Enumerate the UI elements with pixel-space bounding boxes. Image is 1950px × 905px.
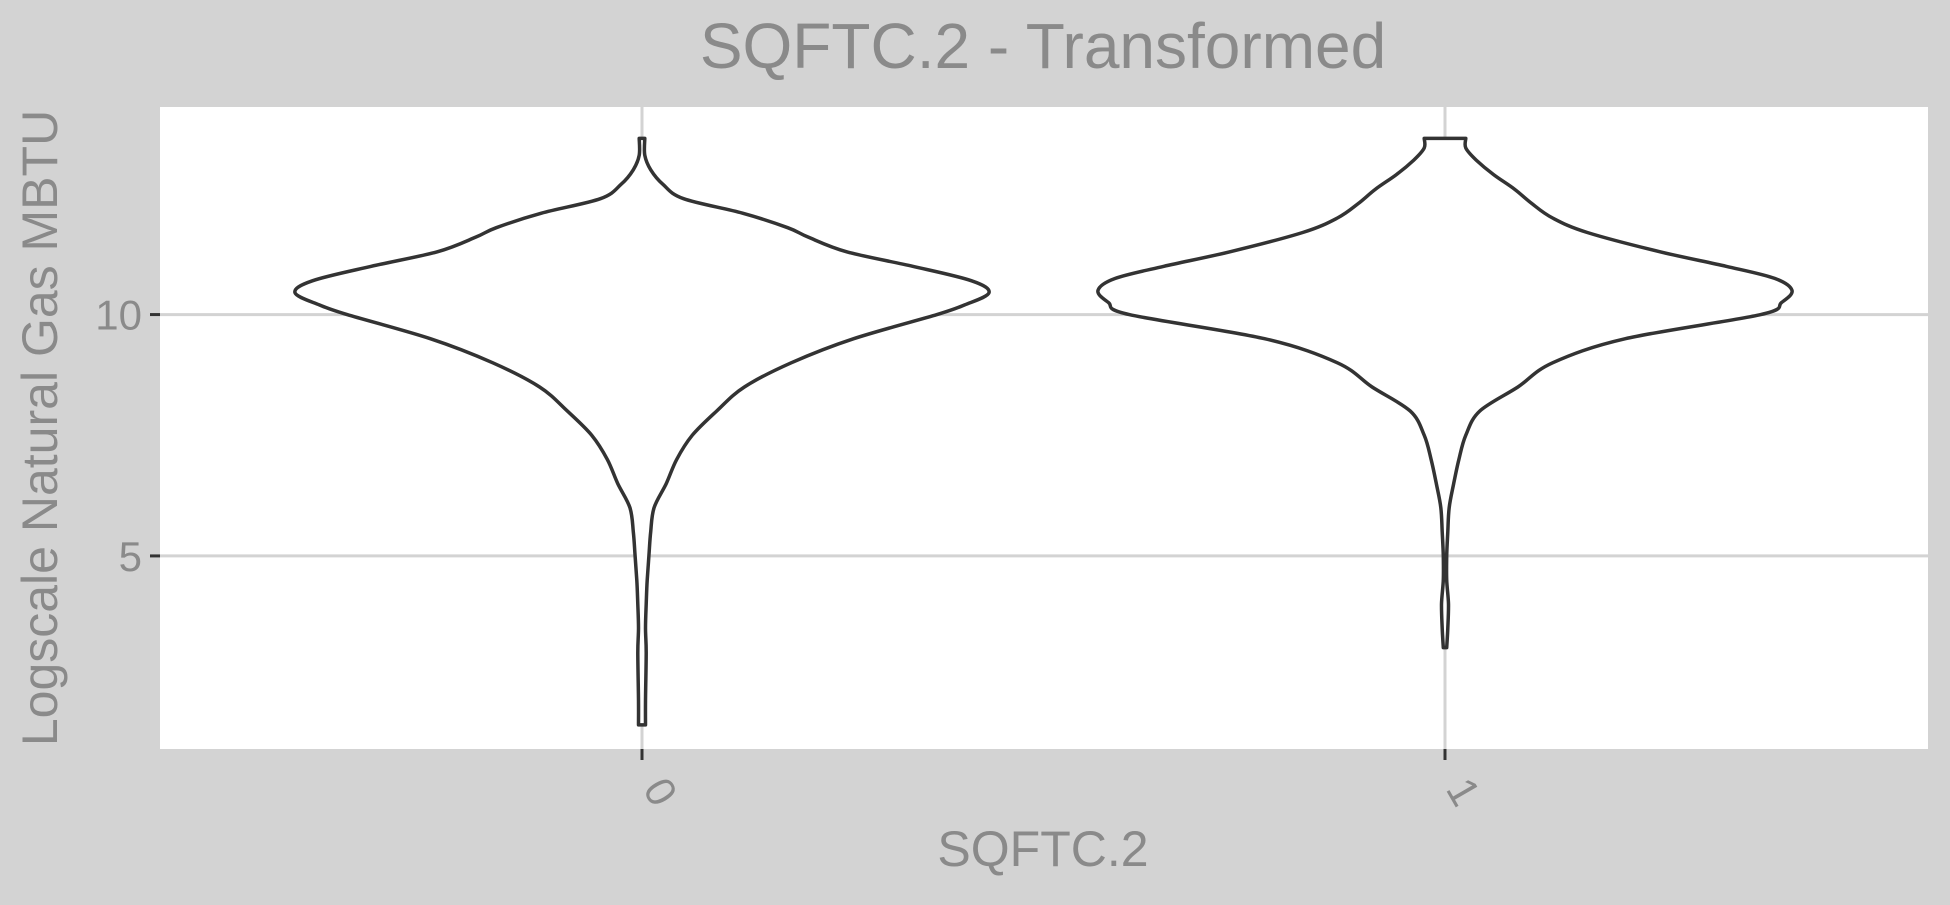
chart-title: SQFTC.2 - Transformed bbox=[700, 10, 1386, 82]
violin-1 bbox=[1096, 136, 1794, 650]
x-axis-label: SQFTC.2 bbox=[937, 821, 1148, 877]
y-tick-label: 10 bbox=[95, 292, 142, 339]
violin-layer bbox=[293, 136, 1794, 727]
y-tick-label: 5 bbox=[119, 533, 142, 580]
y-axis-label: Logscale Natural Gas MBTU bbox=[12, 110, 68, 746]
violin-0 bbox=[293, 136, 991, 727]
plot-panel bbox=[160, 107, 1928, 749]
